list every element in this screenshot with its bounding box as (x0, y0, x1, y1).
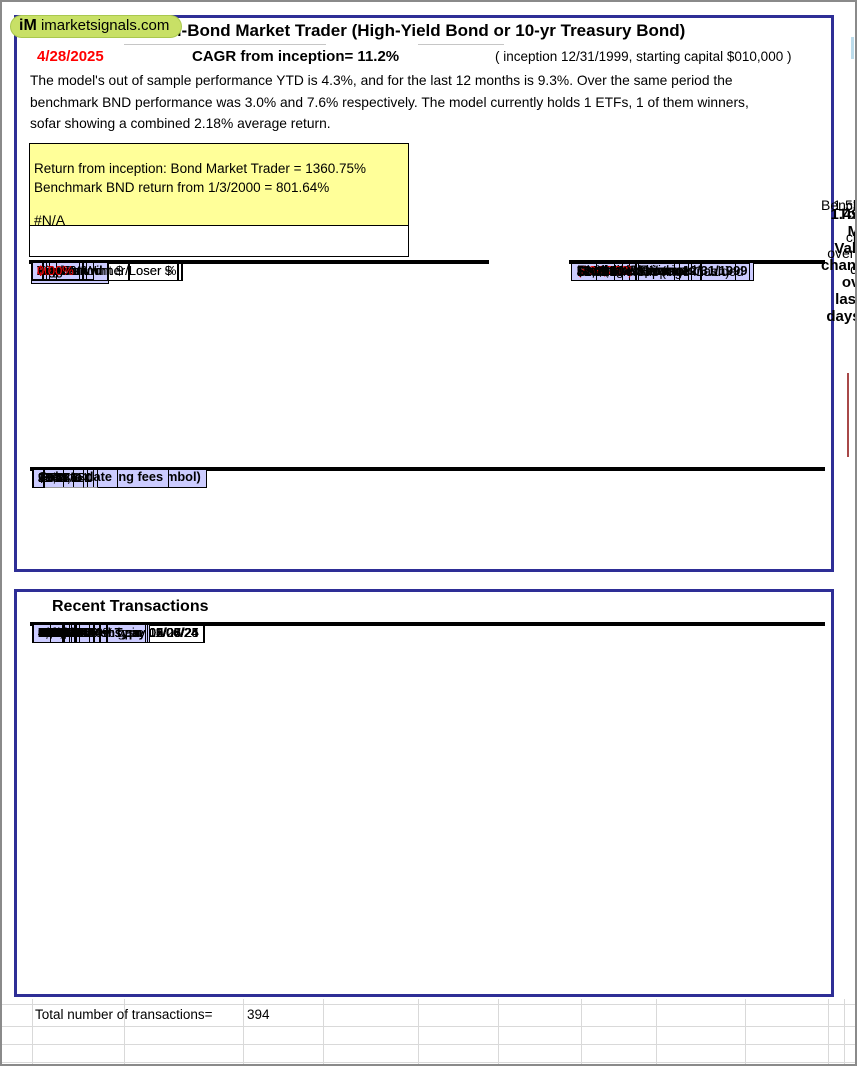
performance-summary: The model's out of sample performance YT… (30, 70, 822, 135)
total-transactions-label: Total number of transactions= (35, 1007, 213, 1022)
scroll-mark-red (847, 373, 849, 457)
cell: $2,730 (571, 262, 623, 281)
total-7day-label: Total Mkt Value change over last 7 days … (821, 206, 857, 325)
holdings-table: Current Holdings (Symbol) Weight Buy Dat… (30, 467, 825, 488)
benchmark-7day-label: Benchmark BND change over last 7 days = (821, 197, 855, 277)
logo-im-mark: iM (19, 17, 37, 34)
transactions-table: Date Ticker Symbol Transaction Type Shar… (30, 622, 825, 643)
cagr-text: CAGR from inception= 11.2% (192, 48, 400, 65)
total-transactions-value: 394 (247, 1007, 270, 1022)
report-date: 4/28/2025 (37, 48, 104, 65)
cell: 0.27x1456 shs pay 05/07/24 (32, 624, 205, 643)
summary-line: benchmark BND performance was 3.0% and 7… (30, 94, 749, 110)
transactions-title: Recent Transactions (52, 598, 209, 615)
cell (32, 469, 44, 488)
inception-return-line: Return from inception: Bond Market Trade… (34, 161, 367, 176)
gridline-vertical (855, 15, 856, 1064)
page-title: iM-Bond Market Trader (High-Yield Bond o… (162, 21, 686, 40)
transactions-panel: Recent Transactions Date Ticker Symbol T… (14, 589, 834, 997)
title-underline (418, 44, 504, 45)
summary-panel: iM-Bond Market Trader (High-Yield Bond o… (14, 15, 855, 572)
na-cell: #N/A (29, 209, 409, 257)
spreadsheet-gridlines (2, 999, 855, 1064)
cashflow-table: Cash Flow since 12/31/1999 Starting Capi… (569, 260, 825, 281)
unrealized-table: 4/28/2025 Unrealized All Winners Losers … (29, 260, 489, 284)
scroll-mark-blue (851, 37, 854, 59)
inception-note: ( inception 12/31/1999, starting capital… (495, 49, 792, 64)
seven-day-change: Benchmark BND change over last 7 days =1… (407, 197, 855, 325)
inception-return-box: Return from inception: Bond Market Trade… (29, 143, 409, 226)
cashflow-title: Cash Flow since 12/31/1999 (571, 262, 754, 281)
cell: 0.00% (31, 262, 80, 281)
summary-line: The model's out of sample performance YT… (30, 73, 733, 88)
imarketsignals-logo: iM imarketsignals.com (10, 15, 183, 38)
logo-text: imarketsignals.com (40, 17, 170, 34)
summary-line: sofar showing a combined 2.18% average r… (30, 116, 331, 131)
benchmark-7day-value: 1.53% (833, 197, 855, 213)
title-underline (124, 44, 326, 45)
benchmark-return-line: Benchmark BND return from 1/3/2000 = 801… (34, 179, 330, 195)
total-7day-value: 1.49% (830, 206, 855, 223)
